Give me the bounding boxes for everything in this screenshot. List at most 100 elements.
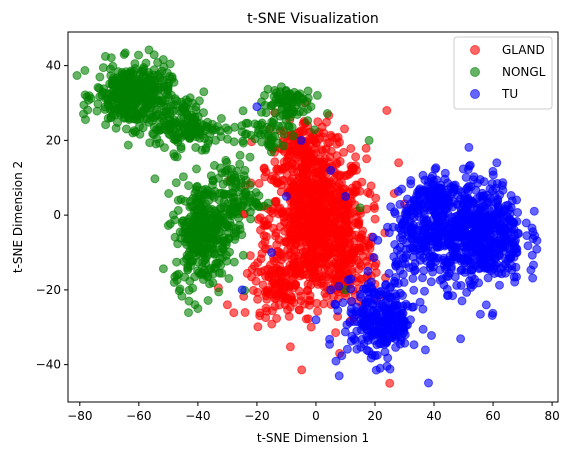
data-point [95, 72, 105, 82]
data-point [123, 97, 133, 107]
data-point [124, 74, 134, 84]
data-point [272, 240, 282, 250]
data-point [470, 234, 480, 244]
data-point [295, 264, 305, 274]
data-point [217, 268, 227, 278]
data-point [109, 90, 119, 100]
data-point [207, 244, 217, 254]
data-point [119, 50, 129, 59]
data-point [257, 137, 267, 147]
data-point [443, 271, 453, 281]
data-point [428, 262, 438, 272]
y-tick-label: 20 [46, 133, 61, 147]
data-point [456, 194, 465, 204]
data-point [152, 125, 161, 135]
data-point [464, 142, 474, 152]
data-point [418, 273, 427, 283]
x-tick-label: −80 [67, 409, 92, 423]
data-point [216, 114, 226, 123]
y-axis-label: t-SNE Dimension 2 [11, 161, 25, 273]
data-point [320, 154, 330, 164]
data-point [528, 273, 538, 283]
data-point [266, 147, 276, 157]
data-point [295, 92, 305, 102]
data-point [191, 218, 200, 228]
data-point [282, 237, 292, 247]
data-point [313, 223, 323, 233]
data-point [443, 291, 452, 301]
y-tick-label: 0 [53, 208, 61, 222]
data-point [397, 184, 407, 194]
data-point [330, 299, 340, 309]
data-point [391, 305, 401, 315]
data-point [284, 160, 294, 170]
data-point [253, 120, 263, 130]
data-point [220, 189, 230, 199]
x-tick-label: 20 [367, 409, 382, 423]
data-point [529, 206, 539, 216]
data-point [340, 124, 349, 134]
data-point [270, 283, 280, 293]
data-point [267, 319, 277, 329]
data-point [165, 107, 175, 117]
data-point [101, 120, 111, 130]
data-point [245, 207, 255, 217]
data-point [230, 231, 240, 241]
data-point [513, 208, 523, 217]
data-point [349, 237, 359, 247]
data-point [340, 238, 350, 248]
data-point [365, 189, 375, 199]
x-tick-label: −60 [126, 409, 151, 423]
data-point [291, 280, 301, 290]
data-point [391, 257, 401, 267]
data-point [325, 205, 334, 215]
data-point [364, 346, 374, 356]
data-point [192, 164, 201, 174]
data-point [433, 199, 443, 209]
data-point [260, 90, 269, 100]
data-point [163, 221, 173, 230]
data-point [420, 286, 429, 296]
data-point [366, 277, 376, 287]
data-point [443, 209, 453, 219]
data-point [261, 108, 271, 118]
data-point [332, 159, 342, 169]
data-point [237, 285, 247, 295]
data-point [299, 225, 309, 235]
data-point [184, 296, 194, 306]
data-point [193, 304, 203, 314]
scatter-points [72, 45, 542, 388]
data-point [443, 255, 453, 265]
data-point [382, 106, 392, 115]
data-point [486, 247, 496, 256]
data-point [349, 317, 359, 327]
data-point [384, 228, 394, 238]
data-point [309, 264, 319, 274]
data-point [304, 204, 314, 214]
data-point [381, 280, 391, 290]
data-point [253, 294, 263, 304]
data-point [461, 172, 471, 182]
data-point [424, 252, 434, 262]
data-point [464, 249, 474, 259]
data-point [235, 150, 245, 160]
data-point [326, 165, 336, 175]
data-point [185, 125, 194, 135]
data-point [165, 72, 175, 81]
data-point [303, 116, 313, 126]
data-point [310, 125, 319, 135]
data-point [375, 287, 385, 297]
data-point [230, 122, 240, 132]
data-point [332, 210, 342, 219]
data-point [229, 257, 239, 267]
data-point [475, 175, 485, 184]
data-point [466, 182, 476, 192]
data-point [354, 220, 364, 229]
data-point [385, 378, 395, 388]
data-point [170, 152, 180, 161]
data-point [333, 219, 343, 229]
data-point [289, 298, 299, 307]
data-point [163, 81, 173, 91]
data-point [134, 50, 143, 60]
data-point [270, 301, 280, 311]
